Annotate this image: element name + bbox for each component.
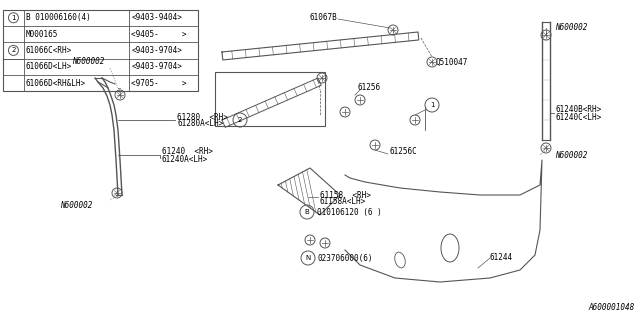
Text: 1: 1 <box>429 102 435 108</box>
Text: 61066C<RH>: 61066C<RH> <box>26 46 72 55</box>
Text: N600002: N600002 <box>555 150 588 159</box>
Text: 2: 2 <box>238 117 242 123</box>
Text: 61066D<RH&LH>: 61066D<RH&LH> <box>26 78 86 88</box>
Text: 61256C: 61256C <box>390 148 418 156</box>
Text: 61067B: 61067B <box>310 13 338 22</box>
Text: 61280A<LH>: 61280A<LH> <box>177 119 223 129</box>
Text: N600002: N600002 <box>72 58 104 67</box>
Bar <box>215 72 325 126</box>
Bar <box>3 10 198 91</box>
Text: <9403-9404>: <9403-9404> <box>131 13 182 22</box>
Text: 1: 1 <box>11 15 16 21</box>
Text: B 010006160(4): B 010006160(4) <box>26 13 90 22</box>
Text: 61158  <RH>: 61158 <RH> <box>320 190 371 199</box>
Text: 61240C<LH>: 61240C<LH> <box>555 113 601 122</box>
Text: N600002: N600002 <box>555 23 588 33</box>
Text: Q510047: Q510047 <box>436 58 468 67</box>
Text: 61240A<LH>: 61240A<LH> <box>162 155 208 164</box>
Text: 61256: 61256 <box>358 84 381 92</box>
Text: 61280  <RH>: 61280 <RH> <box>177 113 228 122</box>
Text: M000165: M000165 <box>26 29 58 39</box>
Text: 61066D<LH>: 61066D<LH> <box>26 62 72 71</box>
Text: <9405-     >: <9405- > <box>131 29 187 39</box>
Text: 010106120 (6 ): 010106120 (6 ) <box>317 207 381 217</box>
Text: <9705-     >: <9705- > <box>131 78 187 88</box>
Text: N: N <box>305 255 310 261</box>
Text: A600001048: A600001048 <box>589 303 635 312</box>
Text: 61244: 61244 <box>490 253 513 262</box>
Text: 61158A<LH>: 61158A<LH> <box>320 197 366 206</box>
Text: <9403-9704>: <9403-9704> <box>131 62 182 71</box>
Text: <9403-9704>: <9403-9704> <box>131 46 182 55</box>
Text: 61240  <RH>: 61240 <RH> <box>162 148 213 156</box>
Text: 61240B<RH>: 61240B<RH> <box>555 106 601 115</box>
Text: 2: 2 <box>12 47 15 53</box>
Text: N600002: N600002 <box>60 201 92 210</box>
Text: 023706000(6): 023706000(6) <box>318 253 374 262</box>
Text: B: B <box>305 209 309 215</box>
